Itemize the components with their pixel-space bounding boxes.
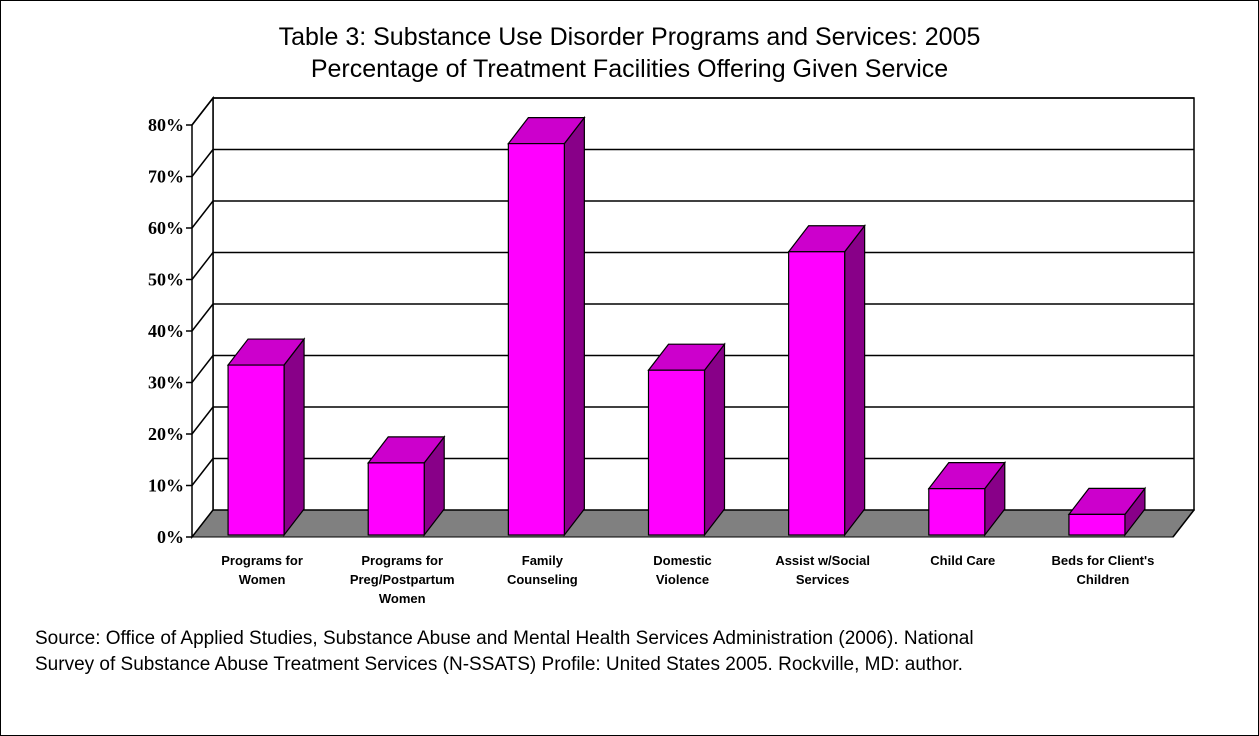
x-category-label: Programs for Preg/Postpartum Women [350,553,455,606]
y-tick-label: 80% [148,115,184,135]
bar [647,342,726,537]
source-line-2: Survey of Substance Abuse Treatment Serv… [35,654,963,675]
bar [507,115,586,537]
x-category-label-line: Services [796,572,850,587]
bar-front [788,251,846,536]
bar-side [283,337,305,537]
y-tick-label: 60% [148,218,184,238]
y-tick-label: 30% [148,373,184,393]
bars [226,115,1147,537]
x-category-label: Assist w/Social Services [775,553,870,587]
gridline-side [191,458,214,486]
chart-title-line-1: Table 3: Substance Use Disorder Programs… [278,23,981,51]
y-tick-label: 70% [148,167,184,187]
x-category-label-line: Child Care [930,553,995,568]
bar [366,435,446,537]
x-category-label: Beds for Client's Children [1052,553,1155,587]
x-category-label-line: Domestic [653,553,712,568]
bar [1067,486,1147,537]
y-tick-label: 0% [157,527,184,547]
bar-front [928,488,986,536]
bar-side [563,115,585,537]
gridline-side [191,252,214,280]
gridline-side [191,149,214,177]
bar [787,223,866,537]
x-category-label-line: Children [1077,572,1130,587]
x-category-label-line: Counseling [507,572,578,587]
bar-front [227,364,285,536]
y-tick-label: 20% [148,424,184,444]
gridline-side [191,303,214,332]
floor-edge [1172,509,1195,538]
x-category-label-line: Programs for [361,553,443,568]
y-tick-label: 10% [148,476,184,496]
x-category-label-line: Violence [656,572,709,587]
x-category-label-line: Women [239,572,286,587]
gridline-side [191,200,214,229]
bar-front [507,143,565,536]
x-category-label-line: Programs for [221,553,303,568]
x-category-label: Child Care [930,553,995,568]
gridline-side [191,355,214,383]
x-category-label: Family Counseling [507,553,578,587]
x-category-label-line: Preg/Postpartum [350,572,455,587]
bar [226,337,306,537]
x-category-label-line: Women [379,591,426,606]
x-category-label-line: Family [522,553,564,568]
chart-title-line-2: Percentage of Treatment Facilities Offer… [310,55,949,83]
x-category-label-line: Beds for Client's [1052,553,1155,568]
y-axis-ticks: 0% 10% 20% 30% 40% 50% 60% 70% 80% [148,115,192,547]
x-category-label: Domestic Violence [653,553,712,587]
source-line-1: Source: Office of Applied Studies, Subst… [35,628,974,649]
bar-side [844,223,866,537]
bar-front [367,462,425,536]
bar-front [1068,513,1126,536]
y-tick-label: 50% [148,270,184,290]
gridline-side [191,406,214,435]
bar [927,460,1007,537]
bar-side [703,342,726,537]
bar-front [647,369,706,536]
y-tick-label: 40% [148,321,184,341]
gridline-side [191,97,214,126]
x-category-label: Programs for Women [221,553,303,587]
x-category-label-line: Assist w/Social [775,553,870,568]
x-axis-labels: Programs for Women Programs for Preg/Postpa… [221,553,1154,606]
